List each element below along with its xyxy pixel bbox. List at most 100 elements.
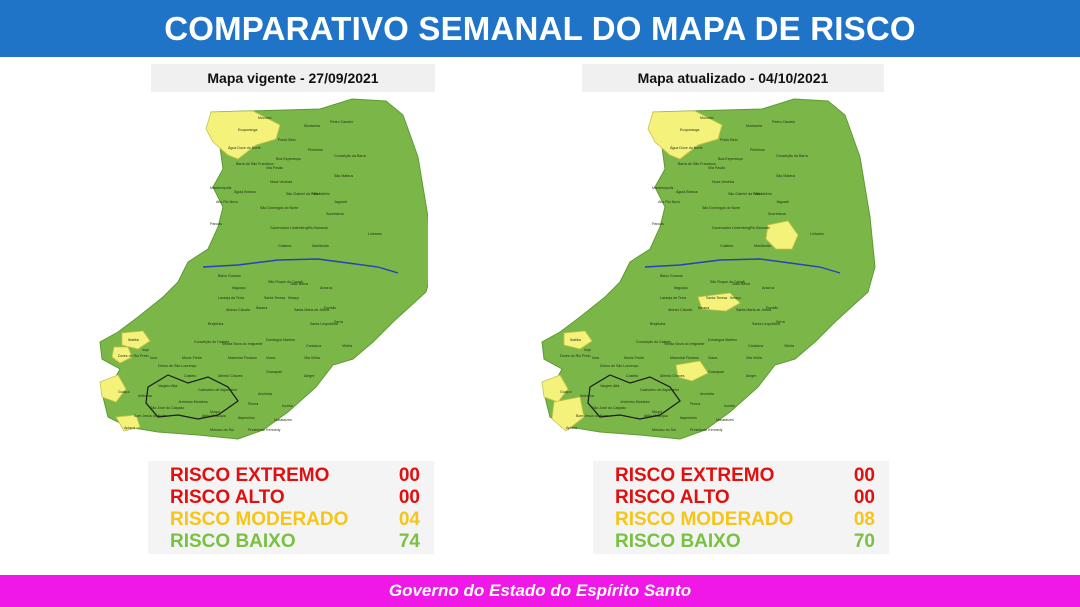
yellow-region-sooretama [765,220,799,250]
town-label: Iconha [282,404,293,408]
town-label: Dores do Rio Preto [560,354,591,358]
town-label: Pedro Canário [772,120,795,124]
town-label: Mimoso do Sul [652,428,676,432]
town-label: Marilândia [754,244,771,248]
yellow-region-ecoporanga [647,110,723,160]
town-label: Santa Maria de Jetibá [294,308,329,312]
town-label: Iúna [150,356,157,360]
town-label: Boa Esperança [276,157,301,161]
town-label: Mantenópolis [652,186,674,190]
legend-value-extremo: 00 [853,465,875,486]
town-label: Mantenópolis [210,186,232,190]
town-label: Irupi [584,348,591,352]
town-label: Piúma [248,402,258,406]
town-label: Afonso Cláudio [226,308,250,312]
legend-row-alto: RISCO ALTO 00 [615,487,875,509]
border-line [145,374,239,420]
town-label: Itaguaçu [674,286,688,290]
town-label: Santa Leopoldina [310,322,338,326]
town-label: Venda Nova do Imigrante [222,342,263,346]
town-label: Vargem Alta [600,384,619,388]
town-label: Apiacá [124,426,135,430]
town-label: Itarana [256,306,267,310]
legend-row-moderado: RISCO MODERADO 04 [170,509,420,531]
town-label: Cariacica [306,344,321,348]
town-label: Vila Valério [312,192,330,196]
town-label: Dores do Rio Preto [118,354,149,358]
town-label: Colatina [278,244,291,248]
legend-value-moderado: 04 [398,509,420,530]
legend-row-alto: RISCO ALTO 00 [170,487,420,509]
town-label: Santa Teresa [264,296,285,300]
yellow-region-south [115,414,141,432]
yellow-region-guacui [99,374,127,403]
town-label: Divino de São Lourenço [600,364,638,368]
town-label: Vitória [342,344,352,348]
town-label: São Mateus [776,174,795,178]
town-label: Águia Branca [676,190,698,194]
yellow-region-ibatiba [563,330,593,350]
town-label: Pinheiros [308,148,323,152]
town-label: Cachoeiro de Itapemirim [640,388,679,392]
town-label: Itaguaçu [232,286,246,290]
town-label: Vargem Alta [158,384,177,388]
town-label: São Gabriel da Palha [728,192,762,196]
town-label: Montanha [746,124,762,128]
town-label: Aracruz [762,286,775,290]
title-bar: COMPARATIVO SEMANAL DO MAPA DE RISCO [0,0,1080,57]
panel-updated-map: Mapa atualizado - 04/10/2021 Mucurici Mon… [540,57,1080,572]
town-label: Alegre [746,374,756,378]
town-label: Brejetuba [208,322,223,326]
town-label: Montanha [304,124,320,128]
town-label: Ibiraçu [288,296,299,300]
town-label: Baixo Guandu [660,274,683,278]
town-label: Serra [776,320,785,324]
town-label: Vila Valério [754,192,772,196]
town-label: Venda Nova do Imigrante [664,342,705,346]
town-label: Jerônimo Monteiro [178,400,208,404]
town-label: Baixo Guandu [218,274,241,278]
town-label: Alto Rio Novo [658,200,680,204]
town-label: Ibatiba [128,338,139,342]
town-label: Guarapari [708,370,724,374]
town-label: Jaguaré [334,200,347,204]
town-label: Pinheiros [750,148,765,152]
yellow-region-alfredo-chaves [675,360,709,382]
legend-value-moderado: 08 [853,509,875,530]
town-label: São José do Calçado [150,406,184,410]
state-shape [99,98,428,440]
town-label: Rio Bananal [308,226,328,230]
footer-text: Governo do Estado do Espírito Santo [388,581,692,600]
town-label: Vila Pavão [708,166,725,170]
town-label: Marataízes [716,418,734,422]
town-label: Ibiraçu [730,296,741,300]
town-label: Vila Pavão [266,166,283,170]
town-label: Piúma [690,402,700,406]
legend-label-baixo: RISCO BAIXO [170,531,296,552]
town-label: Águia Branca [234,190,256,194]
yellow-region-south [551,396,585,432]
town-label: Água Doce do Norte [670,146,703,150]
town-label: Pancas [652,222,664,226]
town-label: Divino de São Lourenço [158,364,196,368]
town-label: Afonso Cláudio [668,308,692,312]
yellow-region-irupi [111,346,133,364]
town-label: Marechal Floriano [670,356,699,360]
legend-row-moderado: RISCO MODERADO 08 [615,509,875,531]
town-label: Guaçuí [560,390,572,394]
town-label: Linhares [368,232,382,236]
town-label: Muqui [210,410,220,414]
town-label: Alto Rio Novo [216,200,238,204]
legend-row-extremo: RISCO EXTREMO 00 [615,465,875,487]
town-label: Laranja da Terra [218,296,244,300]
town-label: Mucurici [258,116,272,120]
town-label: Ponto Belo [720,138,738,142]
legend-row-baixo: RISCO BAIXO 70 [615,531,875,553]
town-label: Marechal Floriano [228,356,257,360]
legend-label-moderado: RISCO MODERADO [615,509,794,530]
town-label: Rio Bananal [750,226,770,230]
legend-label-moderado: RISCO MODERADO [170,509,349,530]
town-label: Muqui [652,410,662,414]
town-label: Itarana [698,306,709,310]
legend-label-alto: RISCO ALTO [170,487,285,508]
